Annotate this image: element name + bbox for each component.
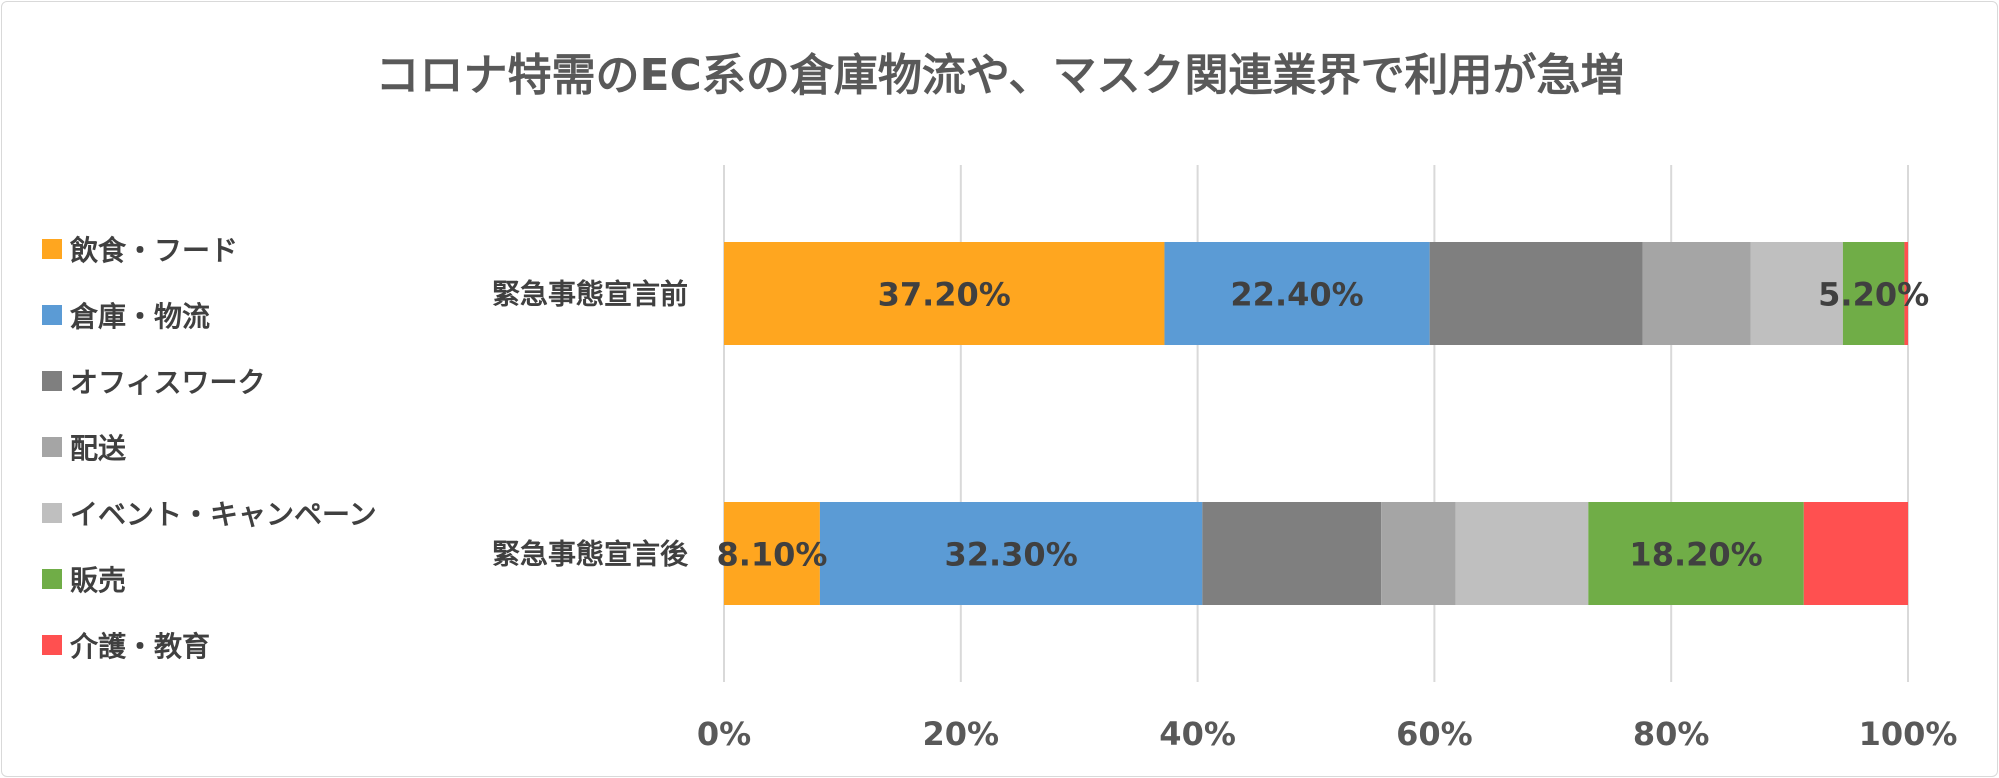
legend-swatch xyxy=(42,569,62,589)
bar-segment xyxy=(1750,242,1843,345)
data-label: 37.20% xyxy=(878,276,1011,314)
bar-segments xyxy=(724,242,1908,605)
category-label: 緊急事態宣言後 xyxy=(492,538,689,571)
legend-label: 介護・教育 xyxy=(69,630,210,663)
x-tick-label: 60% xyxy=(1396,715,1473,753)
legend-swatch xyxy=(42,503,62,523)
x-tick-label: 80% xyxy=(1633,715,1710,753)
legend-label: オフィスワーク xyxy=(70,366,265,399)
x-tick-label: 0% xyxy=(697,715,751,753)
legend-swatch xyxy=(42,635,62,655)
data-label: 22.40% xyxy=(1230,276,1363,314)
data-label: 8.10% xyxy=(716,536,827,574)
bar-segment xyxy=(1202,502,1382,605)
x-tick-label: 20% xyxy=(923,715,1000,753)
bar-segment xyxy=(1429,242,1643,345)
bar-segment xyxy=(1842,242,1905,345)
legend-label: 配送 xyxy=(70,432,126,465)
legend-label: 販売 xyxy=(70,564,126,597)
bar-segment xyxy=(1164,242,1430,345)
bar-segment xyxy=(1588,502,1804,605)
data-label: 18.20% xyxy=(1629,536,1762,574)
legend-swatch xyxy=(42,437,62,457)
legend-swatch xyxy=(42,371,62,391)
category-label: 緊急事態宣言前 xyxy=(492,278,688,311)
bar-segment xyxy=(1904,242,1908,345)
bar-segment xyxy=(1803,502,1908,605)
bar-segment xyxy=(1455,502,1589,605)
chart-title: コロナ特需のEC系の倉庫物流や、マスク関連業界で利用が急増 xyxy=(375,50,1624,101)
legend-label: イベント・キャンペーン xyxy=(70,498,377,531)
x-tick-label: 100% xyxy=(1859,715,1958,753)
x-tick-label: 40% xyxy=(1159,715,1236,753)
legend-swatch xyxy=(42,239,62,259)
bar-segment xyxy=(819,502,1203,605)
bar-segment xyxy=(1381,502,1456,605)
bar-segment xyxy=(724,502,820,605)
data-label: 5.20% xyxy=(1818,276,1929,314)
x-axis-tick-labels: 0% 20% 40% 60% 80% 100% xyxy=(697,715,1958,753)
bar-segment xyxy=(1642,242,1751,345)
legend-label: 倉庫・物流 xyxy=(69,300,210,333)
data-labels: 37.20% 22.40% 5.20% 8.10% 32.30% 18.20% xyxy=(716,276,1929,574)
data-label: 32.30% xyxy=(944,536,1077,574)
legend-label: 飲食・フード xyxy=(70,234,238,267)
bar-segment xyxy=(724,242,1165,345)
legend-swatch xyxy=(42,305,62,325)
